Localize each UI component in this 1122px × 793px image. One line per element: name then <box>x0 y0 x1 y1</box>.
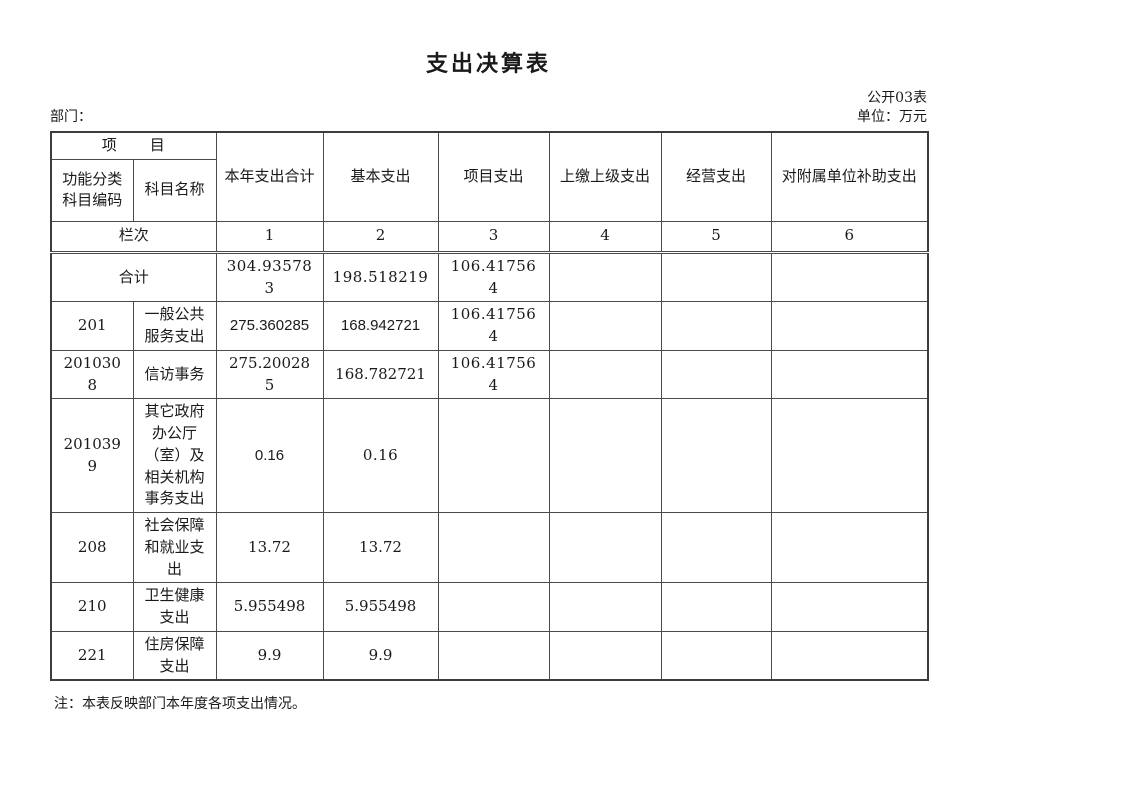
value-cell <box>548 301 662 351</box>
code-cell: 210 <box>50 582 134 632</box>
value-cell: 106.417564 <box>437 301 550 351</box>
table-row: 2010399 其它政府办公厅（室）及相关机构事务支出 0.16 0.16 <box>50 398 929 513</box>
name-cell: 一般公共服务支出 <box>132 301 217 351</box>
value-cell: 275.200285 <box>215 349 324 400</box>
page-title: 支出决算表 <box>425 51 551 77</box>
name-cell: 其它政府办公厅（室）及相关机构事务支出 <box>132 398 217 513</box>
name-cell: 社会保障和就业支出 <box>132 511 217 584</box>
value-cell <box>770 582 929 632</box>
total-label: 合计 <box>50 251 217 303</box>
colindex-3: 3 <box>437 220 550 254</box>
total-value-3: 106.417564 <box>437 251 550 303</box>
value-cell <box>548 398 662 513</box>
column-index-row: 栏次 1 2 3 4 5 6 <box>50 220 929 254</box>
colindex-label: 栏次 <box>50 220 217 254</box>
value-cell <box>660 630 772 681</box>
header-row-sub: 功能分类科目编码 科目名称 <box>50 158 928 222</box>
total-value-4 <box>548 251 662 303</box>
value-cell <box>770 349 929 400</box>
total-value-5 <box>660 251 772 303</box>
code-cell: 201 <box>50 301 134 351</box>
header-item-group: 项 目 <box>50 131 217 160</box>
table-row: 208 社会保障和就业支出 13.72 13.72 <box>50 511 929 584</box>
total-value-1: 304.935783 <box>215 251 324 303</box>
colindex-2: 2 <box>322 220 439 254</box>
footnote: 注：本表反映部门本年度各项支出情况。 <box>54 696 306 713</box>
total-value-2: 198.518219 <box>322 251 439 303</box>
document-content: 支出决算表 公开03表 部门： 单位：万元 项 目 本年支出合计 基本支出 项目… <box>50 0 930 714</box>
name-cell: 住房保障支出 <box>132 630 217 681</box>
value-cell: 168.942721 <box>322 301 439 351</box>
doc-number-label: 公开03表 <box>867 90 927 106</box>
value-cell <box>770 511 929 584</box>
colindex-4: 4 <box>548 220 662 254</box>
value-cell <box>660 349 772 400</box>
header-code: 功能分类科目编码 <box>50 158 134 222</box>
table-row: 221 住房保障支出 9.9 9.9 <box>50 630 929 681</box>
name-cell: 信访事务 <box>132 349 217 400</box>
value-cell <box>548 511 662 584</box>
department-label: 部门： <box>50 109 92 125</box>
value-cell <box>548 582 662 632</box>
code-cell: 2010308 <box>50 349 134 400</box>
table-row: 210 卫生健康支出 5.955498 5.955498 <box>50 582 929 632</box>
value-cell <box>548 630 662 681</box>
header-col-basic: 基本支出 <box>322 131 439 222</box>
value-cell <box>548 349 662 400</box>
value-cell: 5.955498 <box>322 582 439 632</box>
header-name: 科目名称 <box>132 158 217 222</box>
value-cell: 13.72 <box>215 511 324 584</box>
value-cell <box>660 582 772 632</box>
table-row: 2010308 信访事务 275.200285 168.782721 106.4… <box>50 349 929 400</box>
value-cell <box>437 630 550 681</box>
value-cell <box>660 301 772 351</box>
code-cell: 221 <box>50 630 134 681</box>
header-col-subsidy: 对附属单位补助支出 <box>770 131 929 222</box>
value-cell: 5.955498 <box>215 582 324 632</box>
value-cell: 13.72 <box>322 511 439 584</box>
value-cell <box>437 511 550 584</box>
value-cell <box>437 398 550 513</box>
value-cell: 0.16 <box>215 398 324 513</box>
colindex-6: 6 <box>770 220 929 254</box>
meta-row: 部门： 单位：万元 <box>50 109 927 126</box>
name-cell: 卫生健康支出 <box>132 582 217 632</box>
colindex-1: 1 <box>215 220 324 254</box>
value-cell: 106.417564 <box>437 349 550 400</box>
value-cell <box>660 398 772 513</box>
header-col-upturn: 上缴上级支出 <box>548 131 662 222</box>
header-col-operating: 经营支出 <box>660 131 772 222</box>
value-cell <box>660 511 772 584</box>
code-cell: 208 <box>50 511 134 584</box>
value-cell: 168.782721 <box>322 349 439 400</box>
unit-label: 单位：万元 <box>857 109 927 125</box>
code-cell: 2010399 <box>50 398 134 513</box>
value-cell: 9.9 <box>215 630 324 681</box>
value-cell <box>770 630 929 681</box>
value-cell: 9.9 <box>322 630 439 681</box>
value-cell <box>770 301 929 351</box>
header-row-item: 项 目 本年支出合计 基本支出 项目支出 上缴上级支出 经营支出 对附属单位补助… <box>50 131 929 222</box>
value-cell <box>437 582 550 632</box>
header-col-total: 本年支出合计 <box>215 131 324 222</box>
colindex-5: 5 <box>660 220 772 254</box>
expenditure-table: 项 目 本年支出合计 基本支出 项目支出 上缴上级支出 经营支出 对附属单位补助… <box>50 131 930 682</box>
value-cell <box>770 398 929 513</box>
total-row: 合计 304.935783 198.518219 106.417564 <box>50 251 929 303</box>
total-value-6 <box>770 251 929 303</box>
table-row: 201 一般公共服务支出 275.360285 168.942721 106.4… <box>50 301 929 351</box>
header-col-project: 项目支出 <box>437 131 550 222</box>
value-cell: 275.360285 <box>215 301 324 351</box>
value-cell: 0.16 <box>322 398 439 513</box>
